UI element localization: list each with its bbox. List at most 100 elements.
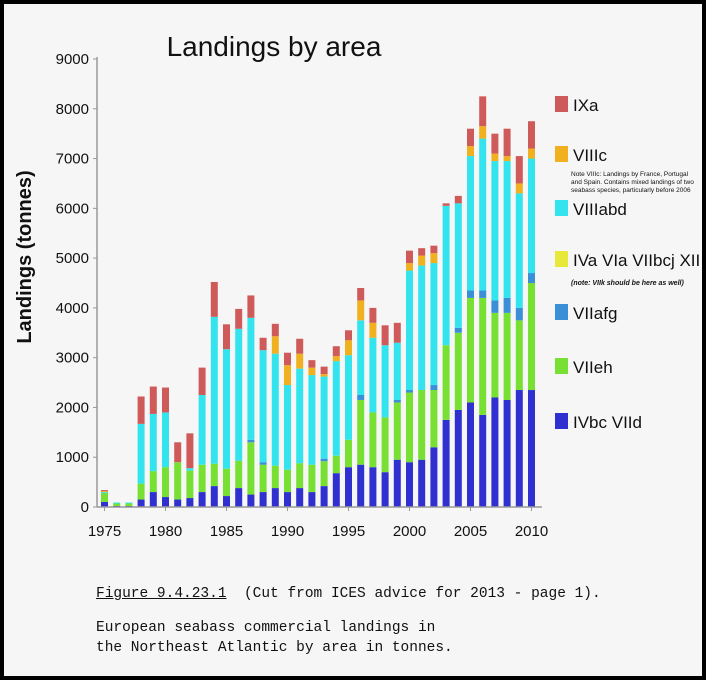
bar-segment-1976-viiiabd [113, 502, 121, 504]
bar-segment-2006-ivbc-viid [479, 414, 487, 507]
legend-swatch-viiafg [555, 304, 568, 320]
bar-segment-1987-ivbc-viid [247, 494, 255, 507]
bar-segment-1988-viiafg [259, 462, 267, 465]
bar-segment-1985-ixa [223, 324, 230, 350]
bar-segment-2004-ixa [454, 195, 462, 204]
bar-segment-1979-ivbc-viid [149, 492, 157, 507]
legend-label: VIIIc [573, 146, 608, 165]
bar-segment-2009-viiiabd [515, 193, 523, 308]
bar-segment-1996-viiic [357, 300, 365, 321]
bar-segment-2002-viieh [430, 390, 438, 448]
bar-segment-1983-ixa [198, 367, 206, 395]
bar-segment-1988-viiiabd [259, 350, 267, 463]
x-tick-label: 1995 [332, 523, 365, 540]
bar-segment-1993-ixa [320, 366, 328, 375]
bar-segment-2000-viiic [406, 263, 413, 271]
y-tick-label: 4000 [56, 300, 89, 317]
legend-note-viiic-line: and Spain. Contains mixed landings of tw… [571, 179, 694, 186]
bar-segment-1993-ivbc-viid [320, 486, 328, 507]
bar-segment-1990-viieh [284, 469, 291, 493]
bar-segment-2008-ivbc-viid [503, 399, 511, 507]
figure-description-line1: European seabass commercial landings in [96, 620, 436, 636]
bar-segment-2003-ivbc-viid [442, 419, 450, 507]
y-tick-label: 0 [81, 499, 89, 516]
figure-label: Figure 9.4.23.1 [96, 586, 227, 602]
legend-swatch-ixa [555, 96, 568, 112]
bar-segment-2006-viieh [479, 297, 487, 415]
bar-segment-1990-viiic [284, 365, 291, 386]
bar-segment-1996-viiiabd [357, 320, 365, 395]
bar-segment-2008-ixa [503, 128, 511, 157]
x-tick-label: 1990 [271, 523, 304, 540]
bar-segment-1986-ivbc-viid [235, 488, 243, 507]
axes-group: 0 1000 2000 3000 4000 5000 6000 7000 8000 9000 197… [56, 51, 549, 540]
bar-segment-1988-ixa [259, 337, 267, 351]
bar-segment-1979-viiiabd [149, 413, 157, 472]
bar-segment-1978-ixa [137, 396, 145, 424]
bar-segment-1981-ixa [174, 442, 182, 463]
bar-segment-1982-viieh [186, 470, 194, 499]
legend-note-viiic-line: Note VIIIc: Landings by France, Portugal [571, 171, 689, 178]
bar-segment-1987-viieh [247, 442, 255, 495]
bar-segment-2003-viiiabd [442, 205, 450, 346]
bar-segment-1979-ixa [149, 386, 157, 414]
x-tick-label: 2005 [454, 523, 487, 540]
bar-segment-1999-ixa [393, 322, 401, 343]
bar-segment-2008-viiiabd [503, 161, 511, 298]
bar-segment-2006-viiafg [479, 290, 487, 298]
bar-segment-1990-viiiabd [284, 385, 291, 470]
bar-segment-1997-viieh [369, 412, 377, 468]
bar-segment-2002-viiiabd [430, 263, 438, 386]
bar-segment-1991-viiic [296, 353, 304, 369]
bar-segment-1990-ixa [284, 352, 291, 366]
bar-segment-1978-viiiabd [137, 423, 145, 484]
bar-segment-1999-ivbc-viid [393, 459, 401, 507]
bar-segment-1985-ivbc-viid [223, 496, 230, 507]
chart-title: Landings by area [167, 31, 382, 62]
bar-segment-2000-viiafg [406, 390, 413, 393]
bar-segment-1995-viiiabd [345, 355, 352, 440]
bar-segment-2005-ixa [467, 128, 474, 147]
bars-group [101, 96, 535, 507]
bar-segment-1977-viieh [125, 503, 133, 507]
legend-swatch-ivbc-viid [555, 413, 568, 429]
bar-segment-1980-viiiabd [162, 412, 169, 468]
legend-swatch-viiic [555, 146, 568, 162]
y-tick-label: 1000 [56, 449, 89, 466]
bar-segment-2006-viiic [479, 126, 487, 139]
legend-swatch-viieh [555, 358, 568, 374]
bar-segment-1989-viiiabd [271, 353, 279, 466]
x-tick-label: 2000 [393, 523, 426, 540]
legend-swatch-viiiabd [555, 200, 568, 216]
bar-segment-1991-ivbc-viid [296, 488, 304, 507]
bar-segment-2007-ixa [491, 133, 499, 154]
legend-note-viiic-line: seabass species, particularly before 200… [571, 187, 691, 194]
bar-segment-1981-ivbc-viid [174, 499, 182, 507]
bar-segment-2004-viieh [454, 332, 462, 410]
bar-segment-2009-ixa [515, 156, 523, 184]
y-tick-label: 5000 [56, 250, 89, 267]
bar-segment-1995-ixa [345, 330, 352, 341]
bar-segment-2003-ixa [442, 203, 450, 206]
bar-segment-1993-viiiabd [320, 376, 328, 459]
bar-segment-2007-viiafg [491, 300, 499, 313]
bar-segment-1990-ivbc-viid [284, 492, 291, 507]
bar-segment-2010-viiiabd [528, 158, 535, 274]
bar-segment-2001-viiic [418, 255, 426, 266]
bar-segment-2005-viiiabd [467, 156, 474, 291]
bar-segment-1977-viiiabd [125, 502, 133, 504]
bar-segment-1998-viiiabd [381, 345, 389, 418]
legend-label: VIIafg [573, 304, 617, 323]
bar-segment-2004-viiiabd [454, 203, 462, 328]
bar-segment-1975-viiiabd [101, 492, 108, 494]
bar-segment-1994-ixa [332, 346, 340, 357]
bar-segment-1982-viiiabd [186, 468, 194, 471]
x-tick-label: 1980 [149, 523, 182, 540]
bar-segment-1984-viiiabd [210, 316, 218, 464]
bar-segment-1987-ixa [247, 295, 255, 318]
bar-segment-2007-ivbc-viid [491, 397, 499, 507]
bar-segment-1992-viiiabd [308, 375, 316, 465]
bar-segment-2001-viieh [418, 390, 426, 460]
bar-segment-1992-ivbc-viid [308, 492, 316, 507]
bar-segment-1994-viiiabd [332, 361, 340, 456]
